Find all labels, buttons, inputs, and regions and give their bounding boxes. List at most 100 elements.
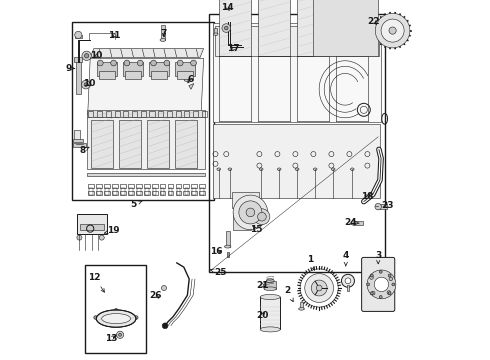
Bar bbox=[193, 188, 196, 195]
Bar bbox=[87, 173, 205, 176]
Bar bbox=[76, 61, 81, 94]
Circle shape bbox=[77, 235, 82, 240]
Bar bbox=[98, 188, 101, 195]
Bar bbox=[184, 111, 190, 117]
Circle shape bbox=[254, 209, 270, 225]
Bar bbox=[141, 111, 146, 117]
Bar bbox=[88, 111, 94, 117]
Circle shape bbox=[370, 274, 373, 277]
Polygon shape bbox=[213, 23, 381, 122]
Circle shape bbox=[233, 195, 268, 230]
Text: 22: 22 bbox=[368, 17, 380, 26]
Bar bbox=[112, 184, 118, 188]
Circle shape bbox=[371, 291, 375, 295]
Polygon shape bbox=[90, 49, 204, 58]
Text: 24: 24 bbox=[344, 218, 359, 227]
Text: 16: 16 bbox=[210, 248, 222, 256]
Ellipse shape bbox=[351, 221, 355, 225]
Bar bbox=[151, 71, 167, 79]
Bar bbox=[160, 184, 166, 188]
Bar bbox=[80, 224, 103, 230]
Bar bbox=[213, 124, 380, 198]
Bar bbox=[123, 62, 143, 76]
Circle shape bbox=[137, 60, 143, 66]
Circle shape bbox=[392, 283, 395, 286]
Ellipse shape bbox=[224, 245, 231, 248]
Bar bbox=[132, 111, 137, 117]
Circle shape bbox=[99, 235, 104, 240]
Circle shape bbox=[222, 24, 231, 32]
Bar bbox=[168, 191, 173, 195]
Bar bbox=[73, 139, 83, 142]
Circle shape bbox=[389, 277, 392, 281]
Bar bbox=[175, 62, 195, 76]
Circle shape bbox=[374, 277, 389, 292]
Circle shape bbox=[162, 323, 168, 329]
Bar bbox=[128, 184, 134, 188]
Bar bbox=[192, 191, 197, 195]
Bar bbox=[209, 14, 386, 272]
Text: 11: 11 bbox=[108, 31, 121, 40]
Ellipse shape bbox=[228, 168, 232, 171]
Bar bbox=[128, 191, 134, 195]
Circle shape bbox=[342, 274, 354, 287]
Text: 1: 1 bbox=[307, 255, 315, 270]
Circle shape bbox=[305, 274, 334, 302]
Bar bbox=[137, 188, 141, 195]
Circle shape bbox=[84, 83, 88, 86]
Bar bbox=[104, 191, 110, 195]
Bar bbox=[226, 231, 229, 247]
Bar bbox=[192, 184, 197, 188]
Bar bbox=[297, 0, 329, 56]
Bar bbox=[300, 302, 303, 309]
Bar bbox=[76, 214, 107, 234]
Bar bbox=[113, 188, 117, 195]
Text: 18: 18 bbox=[361, 192, 374, 201]
Circle shape bbox=[119, 333, 122, 336]
Bar bbox=[112, 191, 118, 195]
Ellipse shape bbox=[264, 287, 276, 291]
Ellipse shape bbox=[277, 168, 281, 171]
Bar bbox=[260, 297, 280, 329]
Text: 2: 2 bbox=[284, 287, 293, 302]
Ellipse shape bbox=[266, 279, 274, 283]
Bar bbox=[136, 184, 142, 188]
Circle shape bbox=[224, 26, 228, 30]
Ellipse shape bbox=[298, 307, 304, 310]
Text: 9: 9 bbox=[65, 64, 74, 73]
Text: 6: 6 bbox=[187, 75, 194, 84]
Bar bbox=[106, 111, 111, 117]
Bar bbox=[105, 188, 109, 195]
Circle shape bbox=[74, 31, 82, 39]
Ellipse shape bbox=[260, 294, 280, 300]
Text: 14: 14 bbox=[221, 3, 234, 12]
Circle shape bbox=[246, 208, 255, 217]
Bar bbox=[353, 221, 363, 225]
Bar bbox=[85, 265, 146, 353]
Bar bbox=[120, 184, 126, 188]
Text: 8: 8 bbox=[80, 146, 89, 155]
Bar bbox=[176, 188, 180, 195]
Bar bbox=[73, 143, 86, 147]
Circle shape bbox=[388, 292, 391, 295]
Text: 20: 20 bbox=[256, 310, 269, 320]
Bar bbox=[72, 22, 215, 200]
Bar bbox=[75, 35, 81, 38]
Circle shape bbox=[98, 60, 103, 66]
Bar bbox=[175, 120, 197, 168]
Bar bbox=[87, 117, 205, 169]
Circle shape bbox=[379, 296, 382, 298]
Bar bbox=[152, 184, 157, 188]
Text: 12: 12 bbox=[88, 273, 104, 292]
Bar bbox=[378, 204, 387, 209]
Bar bbox=[185, 68, 189, 80]
Text: 21: 21 bbox=[256, 281, 269, 289]
Text: 10: 10 bbox=[83, 79, 95, 88]
Circle shape bbox=[367, 270, 396, 299]
Bar bbox=[233, 212, 251, 230]
Bar bbox=[183, 191, 189, 195]
Circle shape bbox=[345, 278, 351, 284]
Bar bbox=[91, 120, 113, 168]
Circle shape bbox=[177, 60, 183, 66]
Bar bbox=[125, 71, 141, 79]
